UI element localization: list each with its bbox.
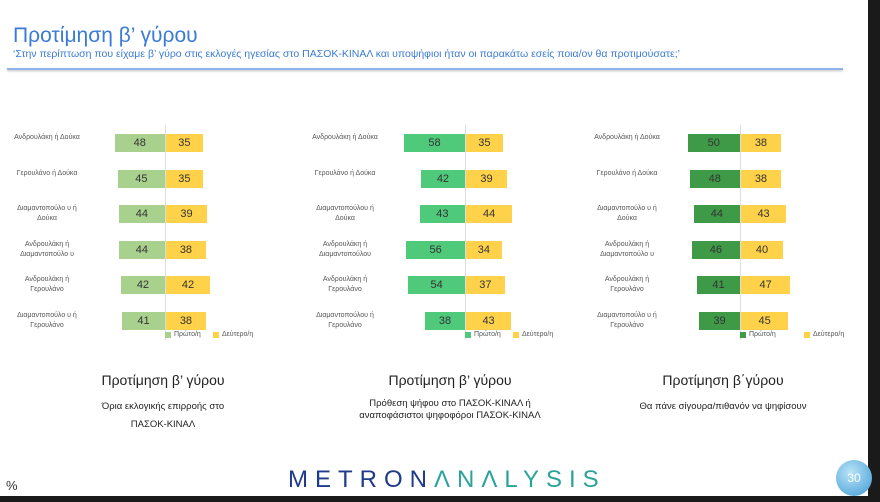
bar-second: 47: [741, 276, 791, 294]
axis-line: [465, 125, 466, 340]
bar-first: 41: [696, 276, 740, 294]
category-label: Γερουλάνο ή Δούκα: [596, 169, 658, 177]
bar-second: 38: [166, 240, 206, 259]
legend-second: Δεύτερο/η: [804, 331, 844, 338]
legend-label: Δεύτερο/η: [813, 331, 845, 338]
legend-label: Πρώτο/η: [749, 331, 776, 338]
bar-first: 42: [420, 169, 465, 188]
bar-second: 38: [741, 134, 781, 152]
legend-second: Δεύτερο/η: [513, 331, 553, 338]
legend-second: Δεύτερο/η: [213, 331, 253, 338]
legend-swatch: [804, 331, 810, 338]
bar-second: 38: [166, 311, 206, 330]
bar-second: 39: [166, 205, 207, 223]
bar-second: 35: [466, 134, 503, 152]
bar-first: 50: [687, 134, 740, 152]
bar-first: 48: [689, 169, 740, 188]
bar-first: 45: [117, 169, 165, 188]
bar-second: 43: [466, 311, 512, 330]
legend-first: Πρώτο/η: [740, 331, 776, 338]
legend-first: Πρώτο/η: [465, 331, 501, 338]
legend-swatch: [513, 331, 519, 338]
page-title: Προτίμηση β’ γύρου: [13, 24, 198, 47]
category-label: Γερουλάνο ή Δούκα: [314, 169, 376, 177]
bar-second: 35: [166, 169, 203, 188]
bar-first: 44: [693, 205, 740, 223]
bar-first: 38: [425, 311, 465, 330]
bar-second: 38: [741, 169, 781, 188]
bar-first: 43: [419, 205, 465, 223]
chart-description: Πρόθεση ψήφου στο ΠΑΣΟΚ-ΚΙΝΑΛ ή αναποφάσ…: [359, 398, 541, 421]
axis-line: [165, 125, 166, 340]
legend-swatch: [165, 331, 171, 338]
bar-second: 34: [466, 240, 502, 259]
bar-first: 44: [118, 205, 165, 223]
bar-first: 41: [121, 311, 165, 330]
legend-label: Πρώτο/η: [174, 331, 201, 338]
chart-title: Προτίμηση β’ γύρου: [388, 372, 512, 388]
page-number: 30: [836, 460, 872, 496]
legend-label: Δεύτερο/η: [522, 331, 554, 338]
category-label: Διαμαντοπούλου ή Δούκα: [316, 205, 374, 222]
bar-first: 44: [118, 240, 165, 259]
category-label: Διαμαντοπούλο υ ή Δούκα: [17, 205, 77, 222]
bar-first: 54: [408, 276, 465, 294]
axis-line: [740, 125, 741, 340]
unit-label: %: [6, 478, 18, 493]
page-subtitle: ‘Στην περίπτωση που είχαμε β’ γύρο στις …: [13, 48, 680, 60]
category-label: Ανδρουλάκη ή Γερουλάνο: [322, 276, 368, 293]
bar-second: 43: [741, 205, 787, 223]
logo: METRONΛNΛLYSIS: [288, 466, 606, 493]
category-label: Διαμαντοπούλο υ ή Δούκα: [597, 205, 657, 222]
bar-first: 56: [406, 240, 465, 259]
category-label: Γερουλάνο ή Δούκα: [16, 169, 78, 177]
bar-second: 42: [166, 276, 211, 294]
chart-title: Προτίμηση β’ γύρου: [101, 372, 225, 388]
bar-first: 46: [691, 240, 740, 259]
bar-first: 58: [404, 134, 465, 152]
chart-vote-intention: Ανδρουλάκη ή Δούκα 58 35 Γερουλάνο ή Δούκα 4…: [308, 120, 598, 350]
legend-swatch: [213, 331, 219, 338]
legend-swatch: [740, 331, 746, 338]
bar-second: 45: [741, 311, 789, 330]
category-label: Ανδρουλάκη ή Διαμαντοπούλο υ: [20, 240, 74, 258]
legend-label: Πρώτο/η: [474, 331, 501, 338]
chart-title: Προτίμηση β΄γύρου: [662, 372, 784, 388]
bar-first: 39: [699, 311, 740, 330]
category-label: Διαμαντοπούλου ή Γερουλάνο: [316, 311, 374, 329]
category-label: Ανδρουλάκη ή Γερουλάνο: [604, 276, 650, 293]
category-label: Διαμαντοπούλο υ ή Γερουλάνο: [17, 311, 77, 329]
chart-description: Θα πάνε σίγουρα/πιθανόν να ψηφίσουν: [639, 401, 807, 412]
legend-first: Πρώτο/η: [165, 331, 201, 338]
category-label: Ανδρουλάκη ή Δούκα: [312, 134, 378, 141]
bar-second: 35: [166, 134, 203, 152]
chart-certain-voters: Ανδρουλάκη ή Δούκα 50 38 Γερουλάνο ή Δούκα 4…: [590, 120, 880, 350]
bar-second: 40: [741, 240, 783, 259]
bar-second: 37: [466, 276, 505, 294]
title-divider: [7, 68, 843, 70]
chart-influence: Ανδρουλάκη ή Δούκα 48 35 Γερουλάνο ή Δούκα 4…: [10, 120, 300, 350]
bar-first: 48: [114, 134, 165, 152]
legend-swatch: [465, 331, 471, 338]
category-label: Διαμαντοπούλο υ ή Γερουλάνο: [597, 311, 657, 329]
category-label: Ανδρουλάκη ή Διαμαντοπούλου: [319, 240, 371, 258]
category-label: Ανδρουλάκη ή Διαμαντοπούλο υ: [600, 240, 654, 258]
bar-second: 39: [466, 169, 507, 188]
bar-second: 44: [466, 205, 513, 223]
category-label: Ανδρουλάκη ή Γερουλάνο: [24, 276, 70, 293]
chart-description: Όρια εκλογικής επιρροής στο ΠΑΣΟΚ-ΚΙΝΑΛ: [101, 401, 225, 430]
bar-first: 42: [120, 276, 165, 294]
slide: Προτίμηση β’ γύρου ‘Στην περίπτωση που ε…: [0, 0, 872, 496]
category-label: Ανδρουλάκη ή Δούκα: [594, 134, 660, 141]
legend-label: Δεύτερο/η: [222, 331, 254, 338]
category-label: Ανδρουλάκη ή Δούκα: [14, 134, 80, 141]
